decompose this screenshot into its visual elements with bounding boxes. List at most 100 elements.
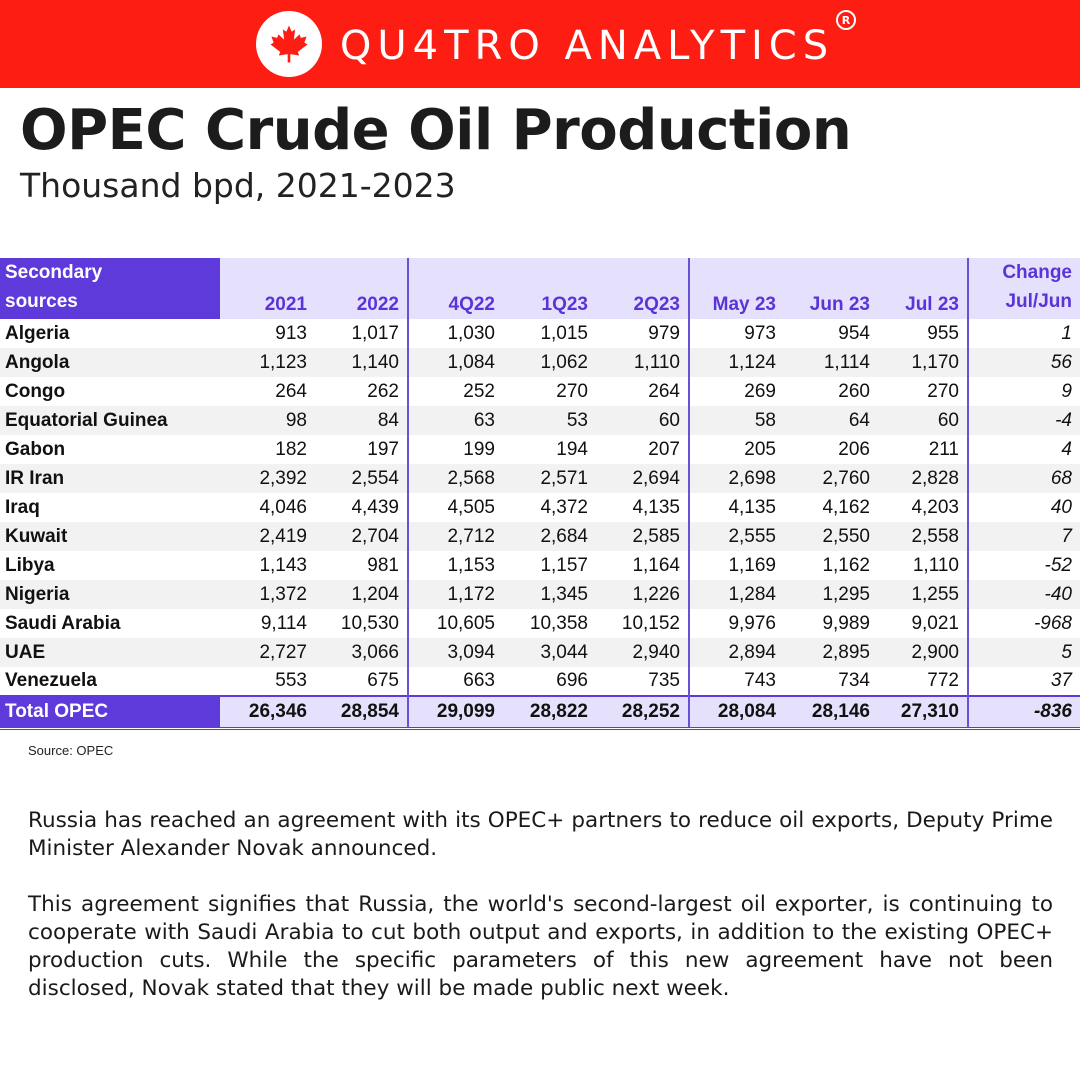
- change-cell: 56: [968, 348, 1080, 377]
- value-cell: 735: [596, 667, 690, 696]
- country-cell: Equatorial Guinea: [0, 406, 220, 435]
- value-cell: 2,550: [784, 522, 878, 551]
- value-cell: 53: [503, 406, 596, 435]
- value-cell: 1,153: [447, 554, 495, 576]
- change-cell: 37: [1050, 670, 1072, 691]
- column-header: 1Q23: [503, 258, 596, 319]
- value-cell: 954: [838, 322, 870, 344]
- production-table-container: Secondary sources 2021 2022 4Q22 1Q23 2Q…: [0, 258, 1080, 730]
- body-paragraph-1: Russia has reached an agreement with its…: [28, 808, 1053, 861]
- value-cell: 270: [556, 380, 588, 402]
- value-cell: 1,140: [315, 348, 409, 377]
- value-cell: 60: [596, 406, 690, 435]
- country-cell: UAE: [0, 638, 220, 667]
- value-cell: 675: [315, 667, 409, 696]
- change-cell: -52: [1044, 554, 1072, 576]
- value-cell: 58: [689, 406, 784, 435]
- value-cell: 28,822: [503, 695, 596, 730]
- value-cell: 9,989: [822, 612, 870, 634]
- column-header: Jun 23: [784, 258, 878, 319]
- value-cell: 262: [315, 377, 409, 406]
- value-cell: 4,439: [315, 493, 409, 522]
- table-row: Iraq 4,046 4,439 4,505 4,372 4,135 4,135 4,162 4…: [0, 493, 1080, 522]
- value-cell: 2,760: [784, 464, 878, 493]
- country-cell: Saudi Arabia: [5, 612, 121, 634]
- value-cell: 182: [275, 438, 307, 460]
- value-cell: 2,694: [596, 464, 690, 493]
- table-row: Nigeria 1,372 1,204 1,172 1,345 1,226 1,284 1,2…: [0, 580, 1080, 609]
- table-header-row: Secondary sources 2021 2022 4Q22 1Q23 2Q…: [0, 258, 1080, 319]
- value-cell: 4,372: [540, 496, 588, 518]
- value-cell: 2,895: [784, 638, 878, 667]
- change-cell: -836: [968, 695, 1080, 730]
- value-cell: 3,044: [503, 638, 596, 667]
- column-header: 2021: [220, 258, 315, 319]
- brand-bar: QU4TRO ANALYTICS R: [0, 0, 1080, 88]
- value-cell: 26,346: [220, 695, 315, 730]
- value-cell: 2,554: [315, 464, 409, 493]
- production-table: Secondary sources 2021 2022 4Q22 1Q23 2Q…: [0, 258, 1080, 730]
- corner-label-line2: sources: [5, 291, 78, 312]
- change-column-header: Change Jul/Jun: [968, 258, 1080, 319]
- value-cell: 60: [878, 406, 969, 435]
- value-cell: 1,284: [689, 580, 784, 609]
- country-cell: Congo: [5, 380, 66, 402]
- value-cell: 260: [838, 380, 870, 402]
- value-cell: 743: [744, 670, 776, 691]
- value-cell: 29,099: [408, 695, 503, 730]
- value-cell: 2,698: [689, 464, 784, 493]
- country-cell: Gabon: [5, 438, 66, 460]
- value-cell: 1,172: [408, 580, 503, 609]
- column-header: 4Q22: [408, 258, 503, 319]
- value-cell: 913: [275, 322, 307, 344]
- table-row: Angola 1,123 1,140 1,084 1,062 1,110 1,124 1,11…: [0, 348, 1080, 377]
- value-cell: 4,135: [728, 496, 776, 518]
- country-cell: IR Iran: [0, 464, 220, 493]
- value-cell: 2,419: [220, 522, 315, 551]
- corner-header: Secondary sources: [0, 258, 220, 319]
- table-row: Equatorial Guinea 98 84 63 53 60 58 64 60 -4: [0, 406, 1080, 435]
- table-row: Kuwait 2,419 2,704 2,712 2,684 2,585 2,555 2,55…: [0, 522, 1080, 551]
- country-cell: Libya: [5, 554, 55, 576]
- page-title: OPEC Crude Oil Production: [20, 98, 852, 163]
- value-cell: 1,124: [689, 348, 784, 377]
- value-cell: 4,505: [447, 496, 495, 518]
- change-cell: -4: [968, 406, 1080, 435]
- registered-mark: R: [836, 10, 856, 30]
- value-cell: 1,017: [315, 319, 409, 348]
- value-cell: 2,712: [408, 522, 503, 551]
- brand-lockup: QU4TRO ANALYTICS: [255, 11, 835, 77]
- value-cell: 269: [744, 380, 776, 402]
- brand-name: QU4TRO ANALYTICS: [339, 23, 835, 69]
- value-cell: 696: [556, 670, 588, 691]
- value-cell: 3,066: [315, 638, 409, 667]
- value-cell: 4,046: [259, 496, 307, 518]
- table-row: IR Iran 2,392 2,554 2,568 2,571 2,694 2,698 2,7…: [0, 464, 1080, 493]
- change-cell: 68: [968, 464, 1080, 493]
- value-cell: 2,684: [503, 522, 596, 551]
- table-row: Saudi Arabia 9,114 10,530 10,605 10,358 10,15…: [0, 609, 1080, 638]
- value-cell: 28,146: [784, 695, 878, 730]
- value-cell: 1,030: [447, 322, 495, 344]
- value-cell: 1,204: [315, 580, 409, 609]
- value-cell: 663: [463, 670, 495, 691]
- value-cell: 4,203: [878, 493, 969, 522]
- change-cell: -40: [968, 580, 1080, 609]
- column-header: 2022: [315, 258, 409, 319]
- table-row: Algeria 913 1,017 1,030 1,015 979 973 954 955 1: [0, 319, 1080, 348]
- value-cell: 2,900: [878, 638, 969, 667]
- value-cell: 2,585: [596, 522, 690, 551]
- table-row: Libya 1,143 981 1,153 1,157 1,164 1,169 1,162 1,…: [0, 551, 1080, 580]
- value-cell: 2,940: [596, 638, 690, 667]
- table-body: Algeria 913 1,017 1,030 1,015 979 973 954 955 1 An…: [0, 319, 1080, 730]
- value-cell: 1,143: [259, 554, 307, 576]
- value-cell: 28,252: [596, 695, 690, 730]
- value-cell: 1,157: [540, 554, 588, 576]
- value-cell: 84: [315, 406, 409, 435]
- value-cell: 197: [315, 435, 409, 464]
- value-cell: 973: [744, 322, 776, 344]
- value-cell: 2,704: [315, 522, 409, 551]
- value-cell: 1,015: [540, 322, 588, 344]
- value-cell: 1,255: [878, 580, 969, 609]
- value-cell: 1,226: [596, 580, 690, 609]
